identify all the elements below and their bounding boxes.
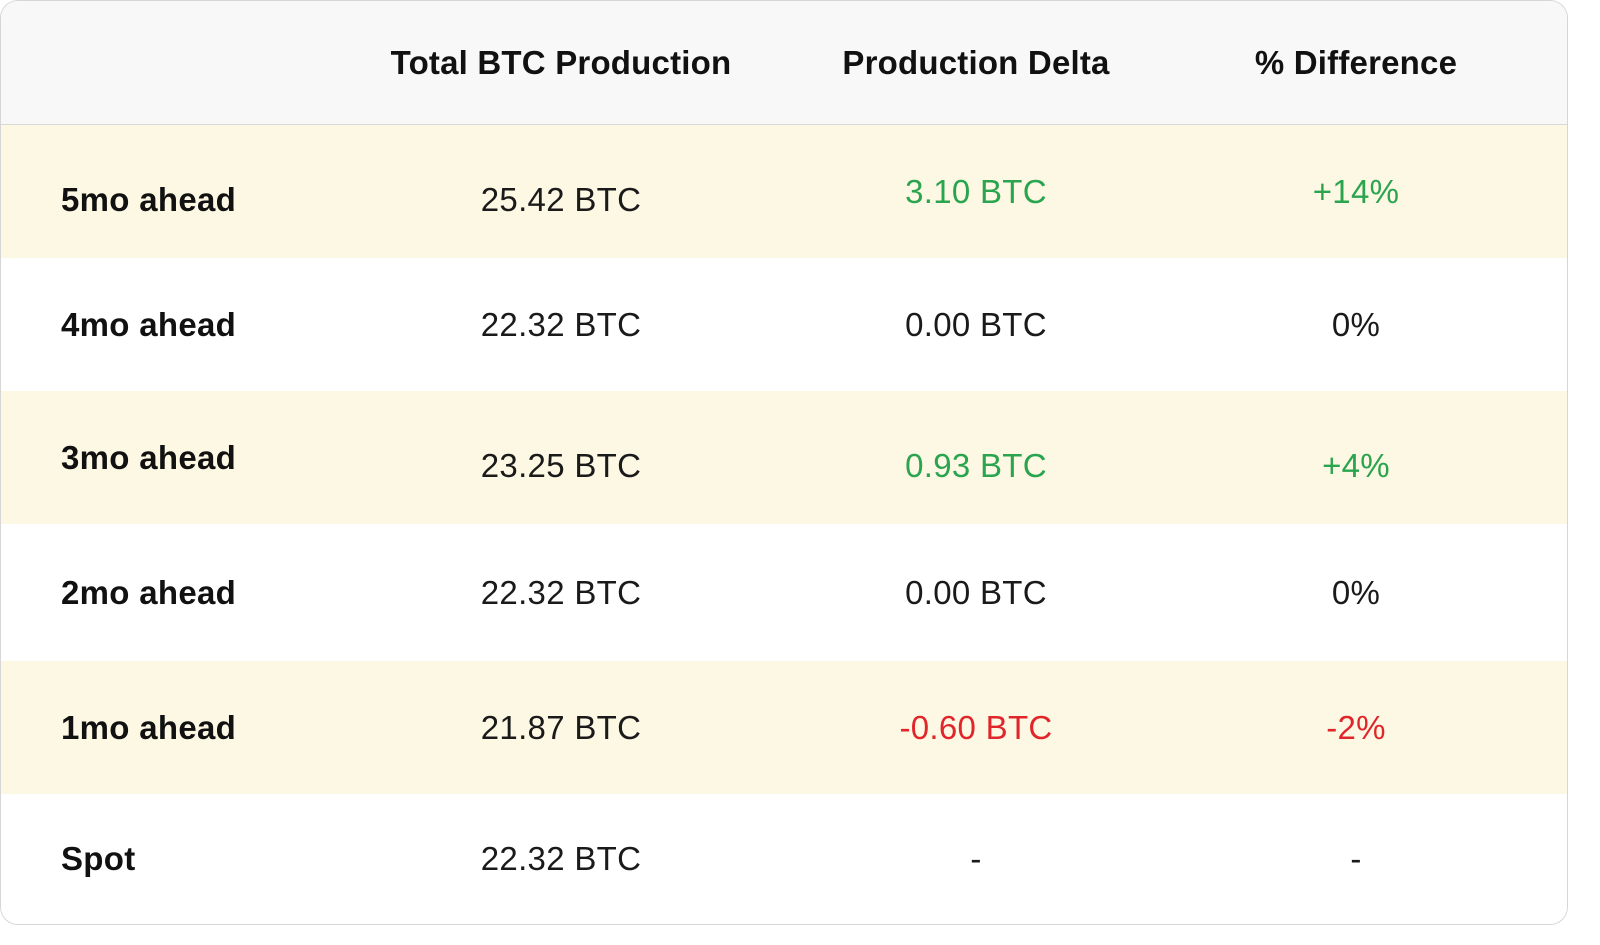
total-production-cell: 23.25 BTC (480, 446, 642, 484)
production-delta-cell: 0.00 BTC (905, 573, 1047, 611)
table-row: 3mo ahead 23.25 BTC 0.93 BTC +4% (1, 391, 1567, 524)
table-row: 4mo ahead 22.32 BTC 0.00 BTC 0% (1, 258, 1567, 391)
percent-difference-cell: 0% (1331, 573, 1381, 611)
percent-difference-cell: +4% (1322, 446, 1390, 484)
btc-production-table: Total BTC Production Production Delta % … (0, 0, 1568, 925)
total-production-cell: 22.32 BTC (480, 840, 642, 877)
total-production-cell: 22.32 BTC (480, 305, 642, 343)
table-row: 2mo ahead 22.32 BTC 0.00 BTC 0% (1, 524, 1567, 661)
percent-difference-cell: - (1350, 840, 1362, 877)
total-production-cell: 22.32 BTC (480, 573, 642, 611)
production-delta-cell: 0.93 BTC (905, 446, 1047, 484)
percent-difference-cell: 0% (1331, 305, 1381, 343)
row-label: 2mo ahead (61, 573, 237, 611)
production-delta-cell: 3.10 BTC (905, 172, 1047, 210)
percent-difference-cell: -2% (1326, 708, 1386, 746)
production-delta-cell: 0.00 BTC (905, 305, 1047, 343)
production-delta-cell: -0.60 BTC (899, 708, 1053, 746)
header-total-btc-production: Total BTC Production (390, 43, 732, 81)
row-label: Spot (61, 840, 136, 877)
table-header: Total BTC Production Production Delta % … (1, 1, 1567, 125)
table-row: Spot 22.32 BTC - - (1, 794, 1567, 924)
header-percent-difference: % Difference (1254, 43, 1458, 81)
total-production-cell: 25.42 BTC (480, 180, 642, 218)
percent-difference-cell: +14% (1312, 172, 1400, 210)
table-row: 1mo ahead 21.87 BTC -0.60 BTC -2% (1, 661, 1567, 794)
row-label: 4mo ahead (61, 305, 237, 343)
production-delta-cell: - (970, 840, 982, 877)
total-production-cell: 21.87 BTC (480, 708, 642, 746)
header-production-delta: Production Delta (842, 43, 1110, 81)
table-row: 5mo ahead 25.42 BTC 3.10 BTC +14% (1, 125, 1567, 258)
row-label: 5mo ahead (61, 180, 237, 218)
row-label: 3mo ahead (61, 438, 237, 476)
row-label: 1mo ahead (61, 708, 237, 746)
